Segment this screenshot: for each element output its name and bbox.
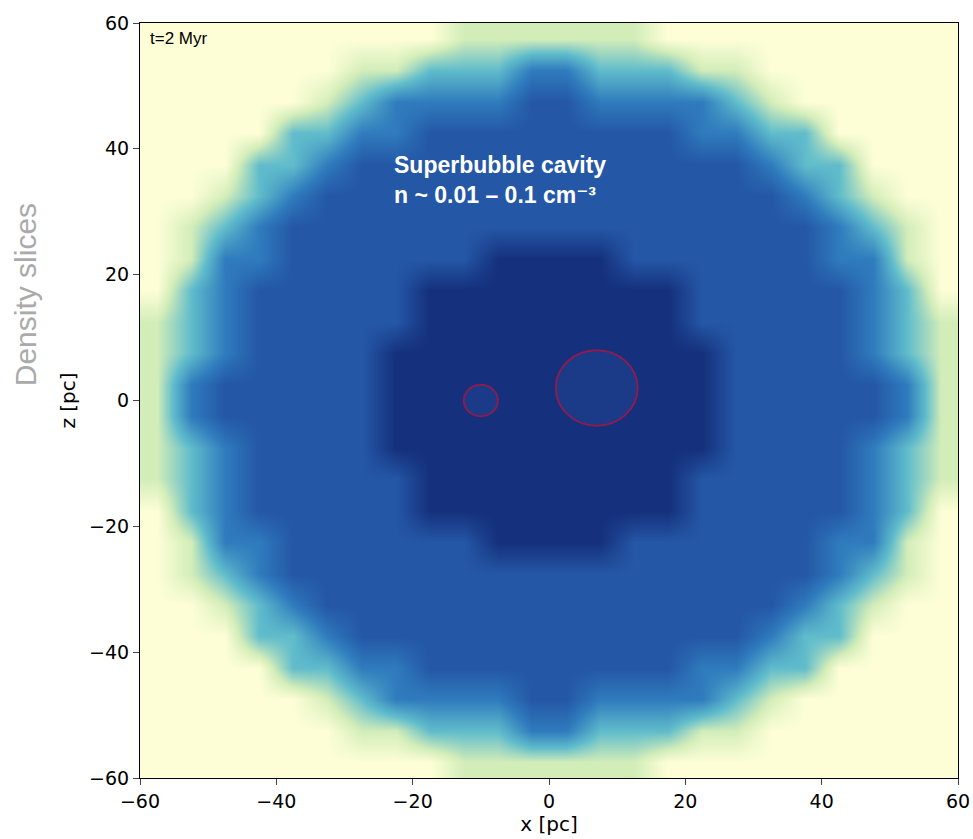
svg-text:60: 60 — [105, 12, 129, 34]
svg-text:−40: −40 — [256, 790, 296, 812]
svg-text:−20: −20 — [89, 515, 129, 537]
svg-text:−60: −60 — [120, 790, 160, 812]
svg-text:−40: −40 — [89, 641, 129, 663]
svg-text:60: 60 — [946, 790, 970, 812]
svg-text:0: 0 — [117, 389, 129, 411]
svg-text:−60: −60 — [89, 767, 129, 789]
svg-text:z [pc]: z [pc] — [56, 372, 80, 428]
svg-text:0: 0 — [543, 790, 555, 812]
svg-text:20: 20 — [673, 790, 697, 812]
svg-text:40: 40 — [810, 790, 834, 812]
svg-text:t=2 Myr: t=2 Myr — [150, 29, 207, 48]
svg-text:x [pc]: x [pc] — [520, 812, 578, 836]
svg-text:Density slices: Density slices — [9, 203, 42, 386]
svg-text:40: 40 — [105, 137, 129, 159]
svg-text:−20: −20 — [393, 790, 433, 812]
svg-text:Superbubble cavityn ~ 0.01 – 0: Superbubble cavityn ~ 0.01 – 0.1 cm⁻³ — [394, 152, 606, 208]
svg-text:20: 20 — [105, 263, 129, 285]
